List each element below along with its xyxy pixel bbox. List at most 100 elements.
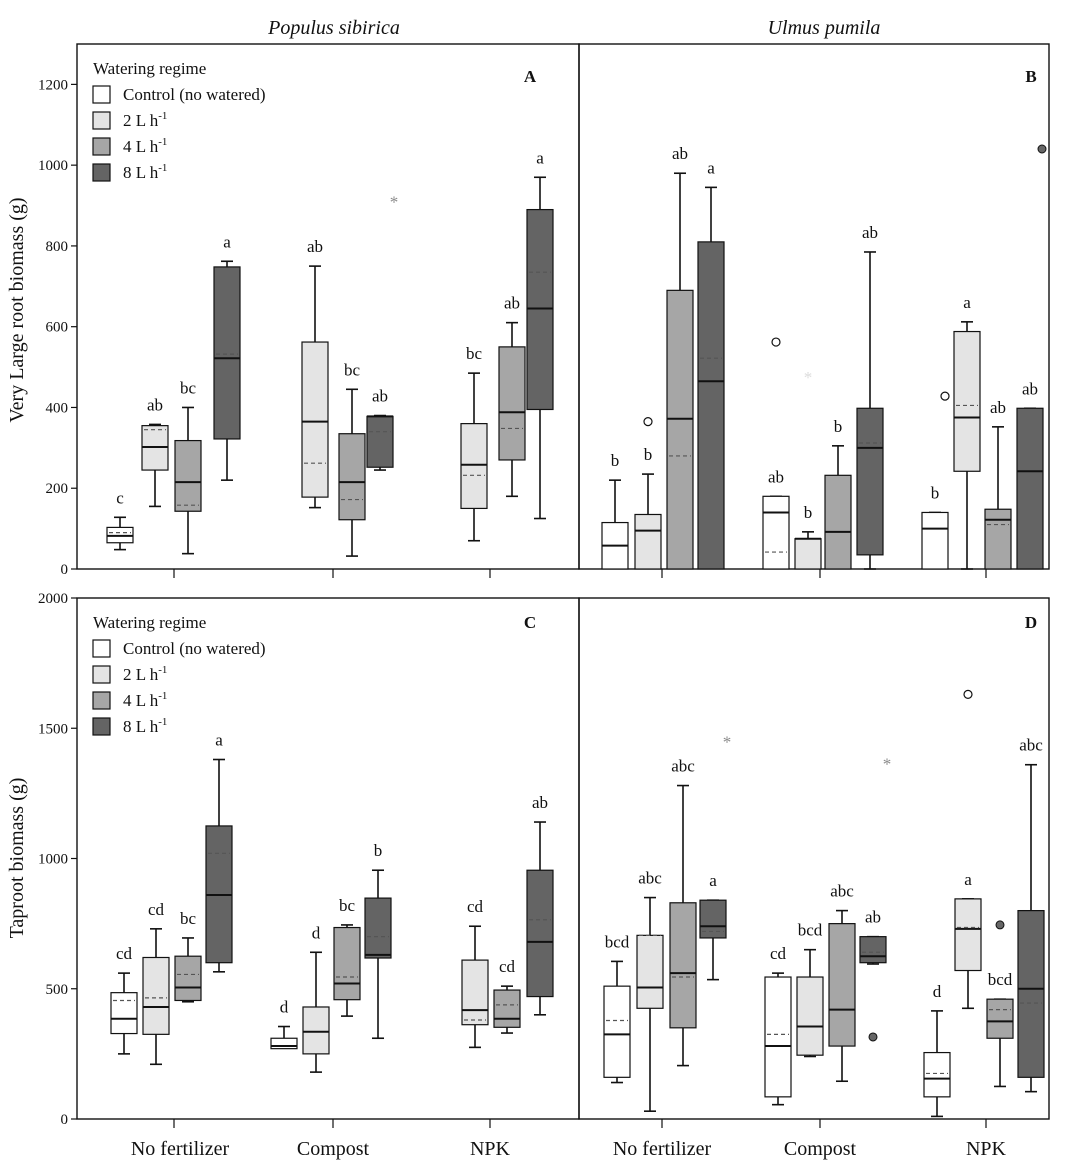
box-body [366,415,394,468]
box-body [796,976,824,1056]
box-body [828,923,856,1047]
box-D-3-3: bcd [986,920,1014,1088]
box-D-3-4: abc [1017,736,1045,1093]
box-B-2-2: b* [794,368,822,570]
significance-letter: d [312,923,321,942]
box-B-3-3: ab [984,398,1012,570]
significance-letter: a [536,148,544,167]
legend-label: 2 L h-1 [123,664,167,684]
y-tick-label: 0 [61,1112,69,1128]
legend-label-superscript: -1 [158,716,167,728]
box-A-1-4: a [213,232,241,481]
box-C-2-2: d [302,923,330,1073]
y-tick-label: 500 [46,982,69,998]
legend-swatch [92,85,111,104]
box-body [1016,407,1044,570]
outlier-star: * [883,754,892,773]
significance-letter: ab [1022,379,1038,398]
significance-letter: a [223,232,231,251]
x-category-label-2: Compost [297,1138,370,1160]
box-D-2-2: bcd [796,921,824,1058]
legend-label: 4 L h-1 [123,136,167,156]
legend-label-superscript: -1 [158,136,167,148]
box-D-2-4: ab * [859,754,892,1042]
box-A-3-1: bc [460,344,488,542]
box-A-2-3: ab * [366,193,399,471]
box-D-1-3: abc [669,757,697,1067]
box-body [110,992,138,1035]
outlier-star: * [804,368,813,387]
box-C-3-1: cd [461,897,489,1049]
box-A-2-1: ab [301,237,329,509]
box-B-2-1: ab [762,337,790,570]
y-tick-label: 1200 [38,77,68,93]
significance-letter: bcd [988,970,1013,989]
x-category-label-1: No fertilizer [131,1138,230,1160]
legend-label: 4 L h-1 [123,690,167,710]
box-body [1017,909,1045,1078]
box-A-1-1: c [106,488,134,551]
box-B-3-1: b [921,391,950,570]
legend-swatch [92,111,111,130]
legend: Watering regime Control (no watered) 2 L h… [92,613,266,736]
box-B-2-3: b [824,417,852,570]
outlier-circle [771,337,781,347]
significance-letter: d [280,998,289,1017]
box-D-2-3: abc [828,882,856,1083]
box-body [493,989,521,1028]
significance-letter: a [964,870,972,889]
significance-letter: b [834,417,843,436]
significance-letter: d [933,982,942,1001]
box-body [526,869,554,998]
box-D-1-1: bcd [603,932,631,1084]
significance-letter: ab [990,398,1006,417]
x-category-label-6: NPK [966,1138,1007,1160]
box-body [794,538,822,570]
significance-letter: bcd [798,921,823,940]
y-tick-label: 1000 [38,158,68,174]
legend-title: Watering regime [93,613,206,632]
outlier-star: * [390,193,399,212]
legend-swatch [92,691,111,710]
legend-label-superscript: -1 [158,110,167,122]
box-body [764,976,792,1098]
box-body [669,902,697,1029]
legend-swatch [92,163,111,182]
significance-letter: a [963,293,971,312]
outlier-circle [963,689,973,699]
legend-label: Control (no watered) [123,85,266,104]
y-tick-label: 1500 [38,721,68,737]
box-B-1-1: b [601,451,629,570]
box-body [856,407,884,556]
panel-frame [578,43,1050,570]
box-body [301,341,329,498]
panel-letter: D [1025,613,1037,632]
box-D-3-2: a [954,689,982,1010]
box-body [603,985,631,1078]
box-B-3-2: a [953,293,981,570]
box-body [364,897,392,959]
significance-letter: bc [344,360,361,379]
box-B-1-3: ab [666,144,694,570]
significance-letter: bc [180,378,197,397]
box-A-3-2: ab [498,294,526,498]
box-D-2-1: cd [764,944,792,1106]
significance-letter: cd [116,944,133,963]
box-body [270,1037,298,1050]
column-title-populus: Populus sibirica [267,17,400,39]
y-axis-label-bottom: Taproot biomass (g) [6,778,28,939]
panel-letter: B [1025,67,1036,86]
significance-letter: ab [532,793,548,812]
significance-letter: bc [339,896,356,915]
legend-label: 2 L h-1 [123,110,167,130]
box-body [634,513,662,570]
legend-swatch [92,717,111,736]
significance-letter: ab [768,467,784,486]
legend-label: 8 L h-1 [123,162,167,182]
box-A-1-3: bc [174,378,202,555]
significance-letter: a [709,871,717,890]
